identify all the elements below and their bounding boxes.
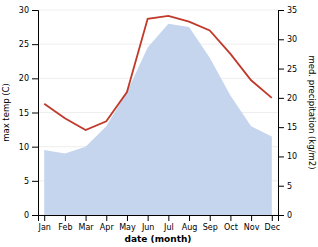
axis-line bbox=[39, 216, 279, 222]
tick: Sep bbox=[203, 215, 218, 232]
chart: Jan Feb Mar Apr May Jun Jul Aug Sep Oct Nov Dec 0 5 10… bbox=[0, 0, 318, 247]
tick-mark bbox=[278, 10, 284, 11]
tick-label: 10 bbox=[287, 152, 297, 161]
grid bbox=[38, 10, 278, 215]
tick: Jan bbox=[38, 215, 51, 232]
tick: 5 bbox=[24, 177, 38, 186]
tick-label: 10 bbox=[19, 143, 29, 152]
tick: 15 bbox=[278, 123, 297, 132]
tick-label: 15 bbox=[287, 123, 297, 132]
tick: 10 bbox=[19, 143, 38, 152]
tick-mark bbox=[65, 215, 66, 221]
y2-axis-title: med. precipitation (kg/m2) bbox=[307, 55, 317, 169]
area bbox=[44, 24, 272, 215]
tick-label: Jan bbox=[38, 223, 51, 232]
tick-mark bbox=[278, 98, 284, 99]
tick: Aug bbox=[182, 215, 198, 232]
tick-label: 25 bbox=[19, 40, 29, 49]
tick: Oct bbox=[224, 215, 238, 232]
tick-mark bbox=[278, 69, 284, 70]
tick-label: 0 bbox=[287, 211, 292, 220]
tick: 30 bbox=[19, 6, 38, 15]
tick-label: 30 bbox=[287, 35, 297, 44]
x-axis: Jan Feb Mar Apr May Jun Jul Aug Sep Oct Nov Dec bbox=[38, 215, 281, 232]
tick-mark bbox=[148, 215, 149, 221]
tick-mark bbox=[86, 215, 87, 221]
tick: Feb bbox=[58, 215, 72, 232]
tick-label: Aug bbox=[182, 223, 198, 232]
tick-label: May bbox=[119, 223, 136, 232]
tick-mark bbox=[32, 113, 38, 114]
tick: Jun bbox=[141, 215, 155, 232]
tick: 25 bbox=[19, 40, 38, 49]
line bbox=[44, 16, 272, 130]
grid-line bbox=[38, 10, 278, 11]
tick: 25 bbox=[278, 65, 297, 74]
tick-mark bbox=[278, 156, 284, 157]
tick-mark bbox=[168, 215, 169, 221]
marks bbox=[44, 16, 272, 215]
tick: May bbox=[119, 215, 136, 232]
tick: 30 bbox=[278, 35, 297, 44]
tick-mark bbox=[32, 44, 38, 45]
tick: 20 bbox=[278, 94, 297, 103]
tick-mark bbox=[189, 215, 190, 221]
y2-axis: 0 5 10 15 20 25 30 35 bbox=[278, 6, 297, 220]
y-axis-title: max temp (C) bbox=[1, 83, 11, 142]
tick: Jul bbox=[163, 215, 174, 232]
tick: Apr bbox=[100, 215, 115, 232]
tick-label: 5 bbox=[287, 182, 292, 191]
tick-mark bbox=[32, 10, 38, 11]
tick-mark bbox=[230, 215, 231, 221]
tick-label: Apr bbox=[100, 223, 115, 232]
tick-mark bbox=[32, 215, 38, 216]
tick: Mar bbox=[79, 215, 95, 232]
tick: 0 bbox=[24, 211, 38, 220]
tick-label: 5 bbox=[24, 177, 29, 186]
tick: Dec bbox=[265, 215, 280, 232]
tick-mark bbox=[127, 215, 128, 221]
tick-mark bbox=[272, 215, 273, 221]
tick-label: Jun bbox=[141, 223, 155, 232]
x-axis-title: date (month) bbox=[125, 234, 192, 244]
plot-area: Jan Feb Mar Apr May Jun Jul Aug Sep Oct Nov Dec 0 5 10… bbox=[19, 6, 297, 232]
tick-mark bbox=[106, 215, 107, 221]
tick: 10 bbox=[278, 152, 297, 161]
tick-label: 20 bbox=[287, 94, 297, 103]
tick-label: Nov bbox=[244, 223, 260, 232]
y-axis: 0 5 10 15 20 25 30 bbox=[19, 6, 39, 220]
tick-label: Oct bbox=[224, 223, 238, 232]
tick-mark bbox=[210, 215, 211, 221]
axis-line bbox=[32, 11, 39, 216]
tick-label: 20 bbox=[19, 74, 29, 83]
tick-label: 15 bbox=[19, 109, 29, 118]
tick-mark bbox=[278, 39, 284, 40]
tick: 5 bbox=[278, 182, 292, 191]
tick: 20 bbox=[19, 74, 38, 83]
tick-label: 25 bbox=[287, 65, 297, 74]
tick-mark bbox=[251, 215, 252, 221]
tick-label: Dec bbox=[265, 223, 280, 232]
tick-mark bbox=[278, 215, 284, 216]
tick-mark bbox=[32, 181, 38, 182]
tick-mark bbox=[32, 78, 38, 79]
tick-mark bbox=[44, 215, 45, 221]
tick-mark bbox=[278, 127, 284, 128]
tick-label: Feb bbox=[58, 223, 72, 232]
tick-label: 35 bbox=[287, 6, 297, 15]
tick: Nov bbox=[244, 215, 260, 232]
tick: 15 bbox=[19, 109, 38, 118]
tick: 0 bbox=[278, 211, 292, 220]
tick-mark bbox=[278, 186, 284, 187]
tick-label: Jul bbox=[163, 223, 174, 232]
tick-label: Sep bbox=[203, 223, 218, 232]
tick-label: 0 bbox=[24, 211, 29, 220]
axis-line bbox=[279, 11, 285, 216]
tick: 35 bbox=[278, 6, 297, 15]
tick-label: 30 bbox=[19, 6, 29, 15]
tick-label: Mar bbox=[79, 223, 95, 232]
tick-mark bbox=[32, 147, 38, 148]
